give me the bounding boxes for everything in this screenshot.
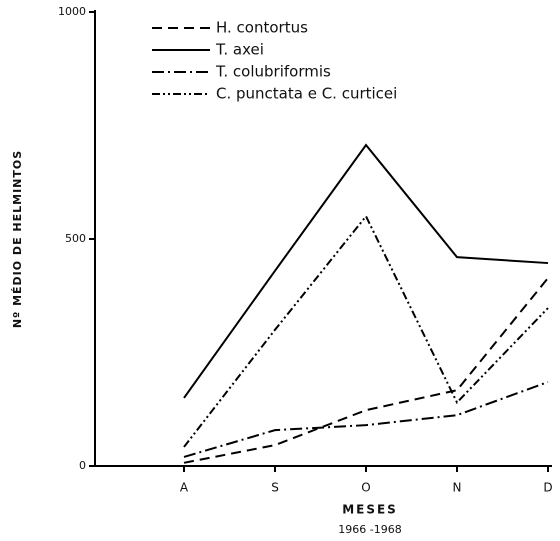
legend-label: H. contortus xyxy=(216,19,308,37)
x-axis-label: MESES xyxy=(342,503,398,517)
x-tick-label: D xyxy=(543,481,552,495)
x-tick-label: A xyxy=(180,481,189,495)
x-tick-label: S xyxy=(271,481,279,495)
series-line xyxy=(183,277,549,464)
series-line xyxy=(183,214,549,448)
y-tick-label: 0 xyxy=(79,459,86,472)
series-line xyxy=(183,143,549,399)
legend-label: T. axei xyxy=(215,41,264,59)
y-tick-label: 1000 xyxy=(58,5,86,18)
series-line xyxy=(183,381,549,458)
x-tick-label: N xyxy=(453,481,462,495)
legend-label: T. colubriformis xyxy=(215,63,331,81)
x-tick-label: O xyxy=(361,481,370,495)
y-axis-label: Nº MÉDIO DE HELMINTOS xyxy=(11,150,24,328)
legend-label: C. punctata e C. curticei xyxy=(216,85,397,103)
subtitle: 1966 -1968 xyxy=(338,523,401,536)
y-tick-label: 500 xyxy=(65,232,86,245)
